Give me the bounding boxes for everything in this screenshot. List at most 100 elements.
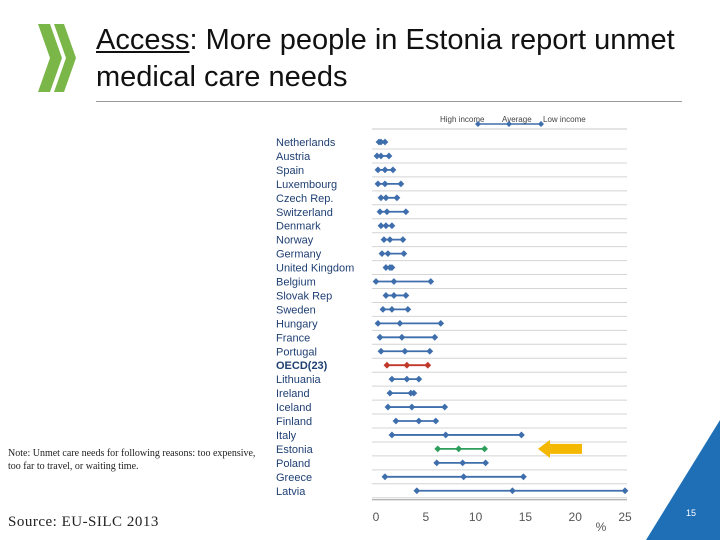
marker-average-czech-rep <box>382 194 390 202</box>
category-label-sweden: Sweden <box>276 304 316 316</box>
marker-high-income-slovak-rep <box>382 292 390 299</box>
estonia-arrow <box>538 439 582 458</box>
category-label-switzerland: Switzerland <box>276 207 333 219</box>
legend-label-low-income: Low income <box>543 115 586 124</box>
marker-average-denmark <box>382 222 390 230</box>
source-text: Source: EU-SILC 2013 <box>8 514 159 530</box>
marker-average-oecd-23 <box>403 361 411 369</box>
marker-average-austria <box>377 152 385 160</box>
marker-low-income-norway <box>399 236 407 244</box>
category-label-luxembourg: Luxembourg <box>276 179 337 191</box>
marker-low-income-oecd-23 <box>424 361 432 369</box>
marker-high-income-portugal <box>377 347 385 355</box>
legend-marker-high-income <box>475 121 481 127</box>
marker-high-income-estonia <box>434 445 442 453</box>
marker-average-netherlands <box>377 138 385 146</box>
marker-low-income-netherlands <box>381 138 389 146</box>
marker-high-income-belgium <box>372 278 380 285</box>
marker-low-income-latvia <box>621 487 629 495</box>
category-label-finland: Finland <box>276 416 312 428</box>
marker-low-income-czech-rep <box>393 194 401 202</box>
marker-low-income-slovak-rep <box>402 292 410 299</box>
legend-label-high-income: High income <box>440 115 485 124</box>
category-label-poland: Poland <box>276 458 310 470</box>
marker-average-hungary <box>396 319 404 327</box>
marker-low-income-united-kingdom <box>388 264 396 271</box>
marker-low-income-sweden <box>404 306 412 313</box>
marker-low-income-hungary <box>437 319 445 327</box>
marker-low-income-estonia <box>481 445 488 453</box>
marker-low-income-greece <box>520 473 527 481</box>
category-label-latvia: Latvia <box>276 486 306 498</box>
x-tick-label-5: 5 <box>422 510 429 524</box>
category-label-austria: Austria <box>276 151 311 163</box>
legend-marker-average <box>506 121 512 127</box>
marker-high-income-sweden <box>379 306 387 313</box>
marker-low-income-spain <box>389 166 397 174</box>
title-rest: : More people in Estonia report unmet me… <box>96 24 675 93</box>
category-label-germany: Germany <box>276 249 322 261</box>
category-label-denmark: Denmark <box>276 221 321 233</box>
marker-high-income-luxembourg <box>374 180 382 188</box>
marker-low-income-luxembourg <box>397 180 405 188</box>
marker-high-income-iceland <box>384 403 392 411</box>
category-label-portugal: Portugal <box>276 346 317 358</box>
category-label-lithuania: Lithuania <box>276 374 322 386</box>
marker-low-income-portugal <box>426 347 434 355</box>
marker-low-income-ireland <box>410 389 418 397</box>
marker-high-income-united-kingdom <box>382 264 390 271</box>
x-tick-label-10: 10 <box>469 510 483 524</box>
x-axis-label: % <box>596 520 607 534</box>
category-label-ireland: Ireland <box>276 388 310 400</box>
category-label-italy: Italy <box>276 430 297 442</box>
marker-high-income-oecd-23 <box>383 361 391 369</box>
marker-high-income-greece <box>381 473 389 481</box>
marker-average-portugal <box>401 347 409 355</box>
marker-high-income-poland <box>433 459 441 467</box>
marker-average-norway <box>386 236 394 244</box>
marker-low-income-iceland <box>441 403 449 411</box>
marker-average-luxembourg <box>381 180 389 188</box>
marker-average-slovak-rep <box>390 292 398 299</box>
category-label-estonia: Estonia <box>276 444 314 456</box>
category-label-united-kingdom: United Kingdom <box>276 263 354 275</box>
title-divider <box>96 101 682 102</box>
title-prefix: Access <box>96 24 190 56</box>
logo-chevron-left <box>38 24 62 92</box>
category-label-spain: Spain <box>276 165 304 177</box>
marker-average-spain <box>381 166 389 174</box>
category-label-iceland: Iceland <box>276 402 311 414</box>
marker-high-income-italy <box>388 431 396 439</box>
marker-high-income-switzerland <box>376 208 384 216</box>
marker-average-switzerland <box>383 208 391 216</box>
marker-low-income-switzerland <box>402 208 410 216</box>
corner-triangle <box>646 420 720 540</box>
marker-high-income-czech-rep <box>377 194 385 202</box>
marker-average-finland <box>415 417 423 425</box>
x-tick-label-15: 15 <box>519 510 533 524</box>
logo-chevron-right <box>54 24 76 92</box>
marker-average-estonia <box>455 445 463 453</box>
marker-average-germany <box>384 250 392 257</box>
marker-low-income-germany <box>400 250 408 257</box>
marker-high-income-lithuania <box>388 375 396 383</box>
category-label-belgium: Belgium <box>276 277 316 289</box>
marker-low-income-italy <box>518 431 525 439</box>
x-tick-label-0: 0 <box>373 510 380 524</box>
marker-average-greece <box>460 473 468 481</box>
marker-high-income-finland <box>392 417 400 425</box>
marker-high-income-latvia <box>413 487 421 495</box>
marker-average-france <box>398 333 406 341</box>
category-label-hungary: Hungary <box>276 318 318 330</box>
x-tick-label-25: 25 <box>618 510 632 524</box>
category-label-oecd-23: OECD(23) <box>276 360 328 372</box>
category-label-slovak-rep: Slovak Rep <box>276 290 332 302</box>
marker-average-sweden <box>388 306 396 313</box>
marker-average-belgium <box>390 278 398 285</box>
category-label-greece: Greece <box>276 472 312 484</box>
x-tick-label-20: 20 <box>569 510 583 524</box>
marker-high-income-germany <box>378 250 386 257</box>
marker-low-income-france <box>431 333 439 341</box>
